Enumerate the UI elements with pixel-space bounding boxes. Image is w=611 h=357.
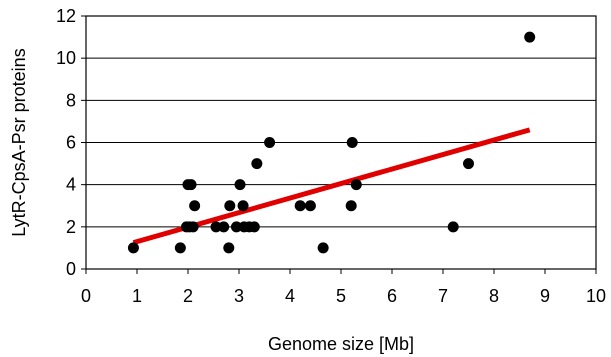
data-point: [294, 200, 306, 212]
x-tick-label: 2: [183, 286, 193, 306]
data-point: [230, 221, 242, 233]
data-point: [223, 242, 235, 254]
data-point: [189, 200, 201, 212]
data-point: [218, 221, 230, 233]
data-point: [304, 200, 316, 212]
data-point: [185, 179, 197, 191]
x-axis-ticks: 0 1 2 3 4 5 6 7 8 9 10: [81, 269, 606, 306]
data-point: [174, 242, 186, 254]
data-point: [447, 221, 459, 233]
data-point: [234, 179, 246, 191]
x-tick-label: 9: [540, 286, 550, 306]
x-axis-label: Genome size [Mb]: [268, 334, 414, 354]
trendline: [132, 127, 531, 246]
x-tick-label: 0: [81, 286, 91, 306]
data-point: [248, 221, 260, 233]
data-point: [210, 221, 222, 233]
x-tick-label: 7: [438, 286, 448, 306]
x-tick-label: 10: [586, 286, 606, 306]
x-tick-label: 3: [234, 286, 244, 306]
data-point: [345, 200, 357, 212]
x-tick-label: 6: [387, 286, 397, 306]
trendline-group: [132, 127, 531, 246]
data-point: [237, 200, 249, 212]
y-tick-label: 12: [56, 6, 76, 26]
data-points: [127, 31, 536, 254]
data-point: [224, 200, 236, 212]
y-tick-label: 0: [66, 259, 76, 279]
y-tick-label: 8: [66, 90, 76, 110]
data-point: [463, 158, 474, 170]
grid-lines: [86, 57, 596, 228]
y-tick-label: 4: [66, 175, 76, 195]
x-tick-label: 4: [285, 286, 295, 306]
data-point: [350, 179, 362, 191]
data-point: [251, 158, 263, 170]
data-point: [187, 221, 199, 233]
x-tick-label: 5: [336, 286, 346, 306]
data-point: [127, 242, 139, 254]
data-point: [317, 242, 329, 254]
x-tick-label: 1: [132, 286, 142, 306]
y-axis-ticks: 0 2 4 6 8 10 12: [56, 6, 86, 279]
y-tick-label: 6: [66, 133, 76, 153]
y-axis-label: LytR-CpsA-Psr proteins: [9, 48, 29, 236]
y-tick-label: 10: [56, 48, 76, 68]
data-point: [524, 31, 536, 43]
data-point: [264, 137, 276, 148]
data-point: [346, 137, 358, 148]
y-tick-label: 2: [66, 217, 76, 237]
x-tick-label: 8: [489, 286, 499, 306]
plot-area-frame: [85, 15, 597, 270]
